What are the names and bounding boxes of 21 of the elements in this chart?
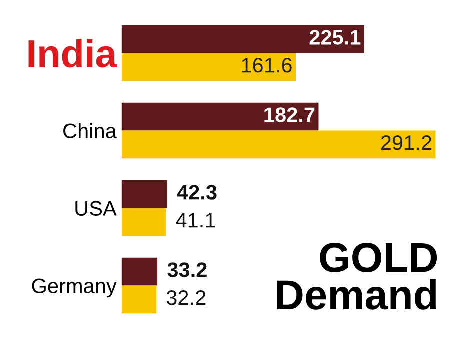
data-label: 32.2 <box>166 290 206 306</box>
text: GOLD Demand <box>277 243 438 310</box>
data-label: 291.2 <box>381 136 432 150</box>
data-label: 225.1 <box>310 30 361 45</box>
y-tick-label: Germany <box>32 278 117 298</box>
bar <box>122 25 364 54</box>
bar <box>122 102 319 131</box>
y-tick-label: USA <box>76 201 117 216</box>
bar <box>122 286 156 314</box>
data-label: 33.2 <box>168 262 207 278</box>
bar <box>122 130 436 159</box>
bar <box>122 208 166 236</box>
data-label: 161.6 <box>242 58 292 73</box>
data-label: 182.7 <box>264 108 315 122</box>
y-tick-label: China <box>64 123 117 138</box>
data-label: 42.3 <box>177 185 217 200</box>
y-tick-label: India <box>28 39 118 68</box>
bar <box>122 258 158 286</box>
bar <box>122 180 168 208</box>
bar <box>122 53 296 82</box>
data-label: 41.1 <box>176 213 216 228</box>
